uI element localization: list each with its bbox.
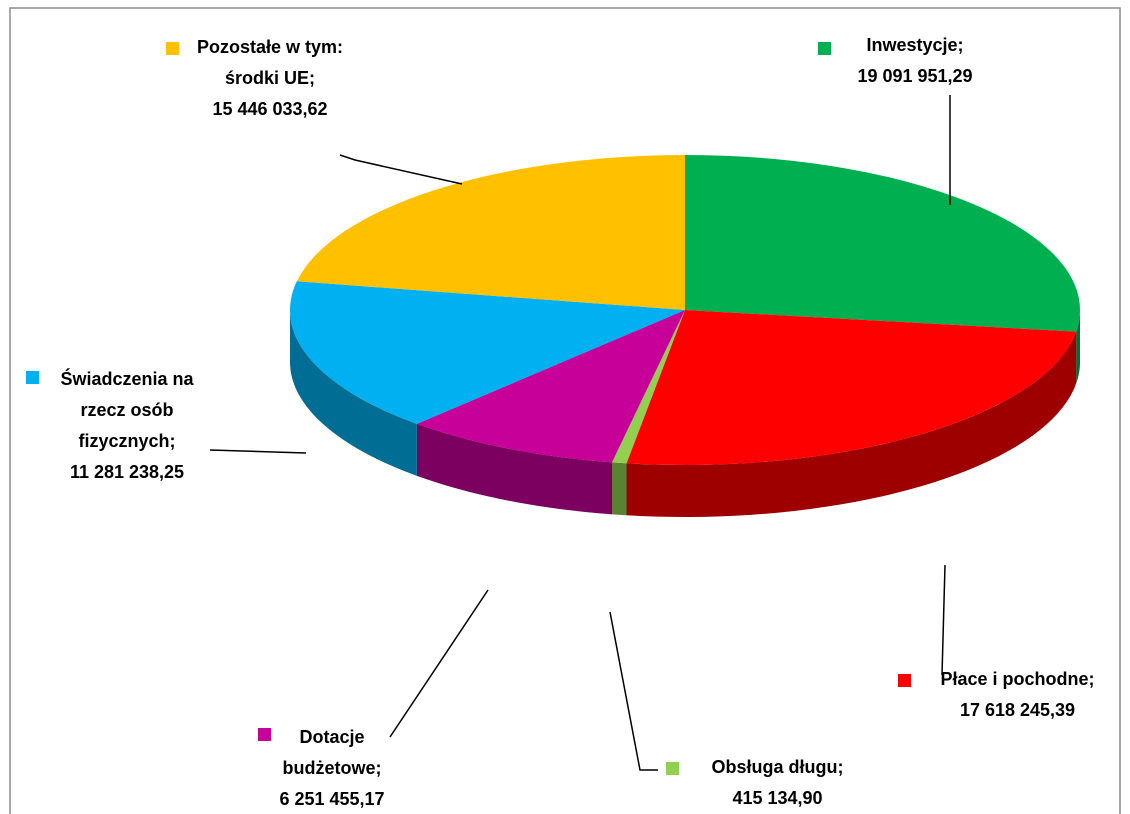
legend-swatch <box>26 371 39 384</box>
slice <box>290 281 685 424</box>
data-label: Obsługa długu; 415 134,90 <box>711 757 844 808</box>
data-label: Dotacje budżetowe; 6 251 455,17 <box>279 727 385 809</box>
slice-side <box>612 462 627 516</box>
leader-line <box>941 564 946 676</box>
data-label: Płace i pochodne; 17 618 245,39 <box>940 669 1095 720</box>
data-label: Inwestycje; 19 091 951,29 <box>857 35 973 86</box>
leader-line <box>209 449 307 454</box>
leader-line <box>389 589 489 738</box>
slice-side <box>1076 310 1080 384</box>
leader-line <box>609 611 658 771</box>
leader-lines <box>209 95 951 771</box>
legend-swatch <box>666 762 679 775</box>
legend-swatch <box>898 674 911 687</box>
data-label: Pozostałe w tym: środki UE; 15 446 033,62 <box>196 37 344 119</box>
slice <box>626 310 1077 466</box>
slice <box>296 155 685 310</box>
slice <box>416 310 685 463</box>
slice-side <box>290 310 417 476</box>
legend-swatch <box>166 42 179 55</box>
slice-side <box>416 423 613 515</box>
legend-swatch <box>818 42 831 55</box>
slice <box>685 155 1081 332</box>
slice <box>612 310 685 464</box>
legend-swatch <box>258 728 271 741</box>
slice-side <box>626 331 1077 517</box>
pie <box>290 155 1081 517</box>
leader-line <box>339 154 463 185</box>
data-label: Świadczenia na rzecz osób fizycznych; 11 … <box>60 369 194 482</box>
chart-frame <box>9 7 1121 814</box>
